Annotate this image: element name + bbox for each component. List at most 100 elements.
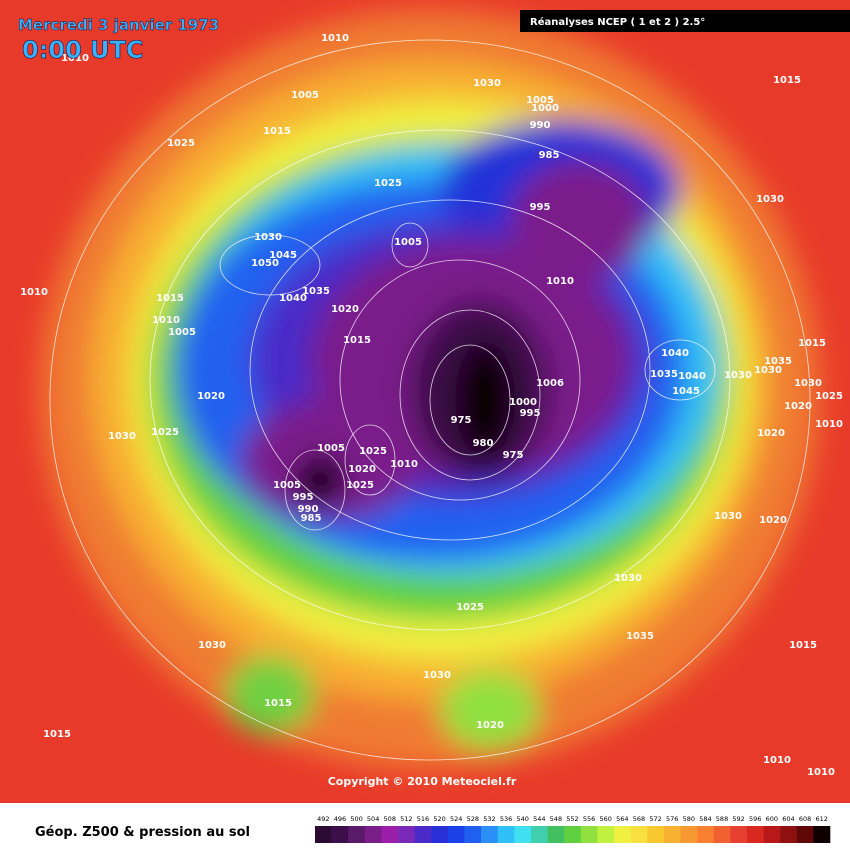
isobar-label: 1015 bbox=[263, 126, 291, 137]
scale-tick-label: 588 bbox=[716, 815, 728, 823]
scale-tick-label: 544 bbox=[533, 815, 545, 823]
isobar-label: 995 bbox=[530, 202, 551, 213]
isobar-label: 1006 bbox=[536, 378, 564, 389]
isobar-label: 1030 bbox=[254, 232, 282, 243]
isobar-label: 1025 bbox=[815, 391, 843, 402]
isobar-label: 1035 bbox=[626, 631, 654, 642]
field bbox=[0, 0, 850, 803]
scale-tick-label: 536 bbox=[500, 815, 512, 823]
scale-swatch bbox=[564, 826, 582, 843]
scale-swatch bbox=[697, 826, 715, 843]
isobar-label: 1015 bbox=[789, 640, 817, 651]
isobar-label: 1005 bbox=[526, 95, 554, 106]
source-box bbox=[520, 10, 850, 32]
scale-tick-label: 584 bbox=[699, 815, 711, 823]
scale-swatch bbox=[614, 826, 631, 843]
scale-tick-label: 572 bbox=[649, 815, 661, 823]
scale-tick-label: 504 bbox=[367, 815, 379, 823]
isobar-label: 1005 bbox=[273, 480, 301, 491]
color-scale: 492 496 500 504 508 512 516 520 524 528 532 536 540 5… bbox=[315, 815, 831, 843]
scale-tick-label: 492 bbox=[317, 815, 329, 823]
isobar-label: 1005 bbox=[394, 237, 422, 248]
scale-tick-label: 532 bbox=[483, 815, 495, 823]
scale-swatch bbox=[663, 826, 681, 843]
scale-tick-label: 556 bbox=[583, 815, 595, 823]
scale-swatch bbox=[547, 826, 565, 843]
isobar-label: 1035 bbox=[302, 286, 330, 297]
scale-tick-label: 540 bbox=[516, 815, 528, 823]
isobar-label: 1025 bbox=[359, 446, 387, 457]
isobar-label: 985 bbox=[301, 513, 322, 524]
isobar-label: 1025 bbox=[167, 138, 195, 149]
scale-swatch bbox=[796, 826, 814, 843]
scale-swatch bbox=[763, 826, 781, 843]
scale-tick-label: 524 bbox=[450, 815, 462, 823]
scale-tick-label: 596 bbox=[749, 815, 761, 823]
isobar-label: 1030 bbox=[714, 511, 742, 522]
scale-swatch bbox=[348, 826, 366, 843]
isobar-label: 1025 bbox=[374, 178, 402, 189]
isobar-label: 995 bbox=[293, 492, 314, 503]
isobar-label: 1020 bbox=[197, 391, 225, 402]
scale-swatch bbox=[414, 826, 432, 843]
scale-tick-label: 568 bbox=[633, 815, 645, 823]
scale-swatch bbox=[713, 826, 731, 843]
isobar-label: 1035 bbox=[650, 369, 678, 380]
isobar-label: 1015 bbox=[264, 698, 292, 709]
scale-swatch bbox=[580, 826, 598, 843]
isobar-label: 1030 bbox=[754, 365, 782, 376]
scale-tick-label: 548 bbox=[550, 815, 562, 823]
scale-swatch bbox=[746, 826, 764, 843]
isobar-label: 1015 bbox=[43, 729, 71, 740]
scale-swatch bbox=[497, 826, 515, 843]
isobar-label: 1005 bbox=[168, 327, 196, 338]
isobar-label: 1040 bbox=[279, 293, 307, 304]
scale-tick-label: 592 bbox=[732, 815, 744, 823]
isobar-label: 1030 bbox=[108, 431, 136, 442]
isobar-labels: 1010101010051030100510009901015101510259… bbox=[20, 33, 843, 778]
isobar-label: 1020 bbox=[757, 428, 785, 439]
scale-swatch bbox=[464, 826, 482, 843]
isobar-label: 1020 bbox=[476, 720, 504, 731]
scale-tick-label: 564 bbox=[616, 815, 628, 823]
scale-tick-label: 604 bbox=[782, 815, 794, 823]
scale-tick-label: 580 bbox=[683, 815, 695, 823]
isobar-label: 990 bbox=[530, 120, 551, 131]
scale-swatch bbox=[780, 826, 798, 843]
copyright: Copyright © 2010 Meteociel.fr bbox=[328, 775, 517, 788]
isobar-label: 1015 bbox=[773, 75, 801, 86]
scale-swatch bbox=[730, 826, 748, 843]
date: Mercredi 3 janvier 1973 bbox=[18, 16, 219, 34]
isobar-label: 1030 bbox=[473, 78, 501, 89]
scale-tick-label: 608 bbox=[799, 815, 811, 823]
isobar-label: 1020 bbox=[348, 464, 376, 475]
isobar-label: 1030 bbox=[614, 573, 642, 584]
scale-swatch bbox=[447, 826, 465, 843]
scale-swatch bbox=[514, 826, 532, 843]
isobar-label: 1020 bbox=[331, 304, 359, 315]
scale-swatch bbox=[813, 826, 831, 843]
isobar-label: 1015 bbox=[156, 293, 184, 304]
isobar-label: 990 bbox=[298, 504, 319, 515]
isobar-label: 1010 bbox=[763, 755, 791, 766]
isobar-label: 1045 bbox=[269, 250, 297, 261]
scale-swatch bbox=[398, 826, 415, 843]
isobar-label: 1040 bbox=[678, 371, 706, 382]
isobar-label: 1025 bbox=[346, 480, 374, 491]
scale-swatch bbox=[530, 826, 548, 843]
isobar-label: 985 bbox=[539, 150, 560, 161]
legend-title: Géop. Z500 & pression au sol bbox=[35, 825, 250, 840]
isobar-label: 975 bbox=[503, 450, 524, 461]
isobar-label: 1010 bbox=[546, 276, 574, 287]
scale-tick-label: 500 bbox=[350, 815, 362, 823]
scale-swatch bbox=[381, 826, 399, 843]
isobar-label: 1020 bbox=[759, 515, 787, 526]
source: Réanalyses NCEP ( 1 et 2 ) 2.5° bbox=[530, 16, 705, 28]
scale-tick-label: 560 bbox=[600, 815, 612, 823]
scale-tick-label: 576 bbox=[666, 815, 678, 823]
isobar-label: 1010 bbox=[152, 315, 180, 326]
isobar-label: 1015 bbox=[798, 338, 826, 349]
isobar-label: 1030 bbox=[423, 670, 451, 681]
scale-swatch bbox=[331, 826, 349, 843]
scale-swatch bbox=[431, 826, 449, 843]
